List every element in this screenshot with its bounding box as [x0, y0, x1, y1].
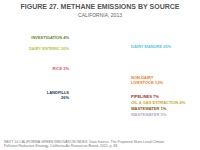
slice-label: LANDFILLS26%	[47, 90, 70, 100]
chart: FIGURE 27. METHANE EMISSIONS BY SOURCE CA…	[0, 0, 200, 150]
slice-label: OIL & GAS EXTRACTION 4%	[131, 100, 186, 105]
slice-label: WASTEWATER 5%	[131, 112, 167, 117]
slice-label-line: INVESTIGATION 4%	[31, 35, 69, 40]
slice-label: DAIRY MANURE 25%	[131, 44, 171, 49]
note: NEXT 10 CALIFORNIA GREEN INNOVATION INDE…	[4, 140, 164, 148]
slice-label-line: WASTEWATER 5%	[131, 112, 167, 117]
slice-label: WASTEWATER 1%	[131, 106, 167, 111]
slice-label-line: WASTEWATER 1%	[131, 106, 167, 111]
note-line: Pollutant Reduction Strategy, California…	[4, 144, 117, 148]
slice-label-line: RICE 3%	[53, 66, 70, 71]
slice-label-line: DAIRY ENTERIC 20%	[29, 46, 69, 51]
slice-label-line: OIL & GAS EXTRACTION 4%	[131, 100, 186, 105]
slice-label-line: LIVESTOCK 13%	[131, 80, 163, 85]
slice-label: DAIRY ENTERIC 20%	[29, 46, 69, 51]
labels: DAIRY MANURE 25% NON-DAIRYLIVESTOCK 13% PI…	[29, 35, 186, 117]
slice-label: PIPELINES 7%	[131, 94, 159, 99]
slice-label: INVESTIGATION 4%	[31, 35, 69, 40]
slice-label: NON-DAIRYLIVESTOCK 13%	[131, 75, 163, 85]
subtitle: CALIFORNIA, 2013	[78, 12, 122, 18]
slice-label-line: PIPELINES 7%	[131, 94, 159, 99]
title: FIGURE 27. METHANE EMISSIONS BY SOURCE	[21, 3, 180, 10]
slice-label: RICE 3%	[53, 66, 70, 71]
slice-label-line: 26%	[61, 95, 69, 100]
slice-label-line: DAIRY MANURE 25%	[131, 44, 171, 49]
